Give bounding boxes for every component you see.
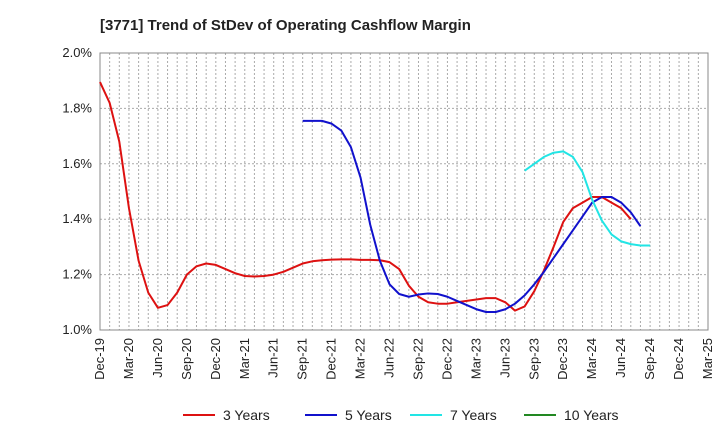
plot-frame — [99, 52, 709, 331]
x-tick-label: Mar-25 — [700, 338, 715, 379]
x-tick-label: Jun-23 — [497, 338, 512, 378]
x-tick-label: Sep-22 — [410, 338, 425, 380]
legend: 3 Years 5 Years 7 Years 10 Years — [183, 407, 619, 423]
y-tick-label: 1.2% — [62, 267, 92, 282]
y-axis: 1.0% 1.2% 1.4% 1.6% 1.8% 2.0% — [62, 45, 92, 337]
x-tick-label: Sep-21 — [295, 338, 310, 380]
x-tick-label: Sep-24 — [642, 338, 657, 380]
x-tick-label: Dec-20 — [208, 338, 223, 380]
series-line-7-years — [524, 150, 651, 247]
x-tick-label: Mar-24 — [584, 338, 599, 379]
x-tick-label: Jun-20 — [150, 338, 165, 378]
legend-label-5-years: 5 Years — [345, 407, 392, 423]
x-tick-label: Jun-22 — [382, 338, 397, 378]
x-tick-label: Dec-21 — [324, 338, 339, 380]
x-tick-label: Dec-19 — [92, 338, 107, 380]
legend-label-7-years: 7 Years — [450, 407, 497, 423]
x-tick-label: Sep-20 — [179, 338, 194, 380]
x-tick-label: Mar-22 — [353, 338, 368, 379]
x-tick-label: Mar-23 — [468, 338, 483, 379]
x-tick-label: Sep-23 — [526, 338, 541, 380]
x-tick-label: Jun-24 — [613, 338, 628, 378]
y-tick-label: 1.0% — [62, 322, 92, 337]
x-tick-label: Mar-20 — [121, 338, 136, 379]
grid — [100, 53, 708, 330]
legend-label-3-years: 3 Years — [223, 407, 270, 423]
x-tick-label: Dec-23 — [555, 338, 570, 380]
series-line-5-years — [302, 119, 642, 313]
x-tick-label: Jun-21 — [266, 338, 281, 378]
x-axis: Dec-19 Mar-20 Jun-20 Sep-20 Dec-20 Mar-21 Jun-… — [92, 338, 715, 380]
series-lines — [99, 81, 651, 313]
x-tick-label: Dec-24 — [671, 338, 686, 380]
y-tick-label: 2.0% — [62, 45, 92, 60]
x-tick-label: Mar-21 — [237, 338, 252, 379]
y-tick-label: 1.8% — [62, 100, 92, 115]
y-tick-label: 1.4% — [62, 211, 92, 226]
x-tick-label: Dec-22 — [439, 338, 454, 380]
legend-label-10-years: 10 Years — [564, 407, 619, 423]
y-tick-label: 1.6% — [62, 156, 92, 171]
chart-title: [3771] Trend of StDev of Operating Cashf… — [100, 17, 471, 34]
